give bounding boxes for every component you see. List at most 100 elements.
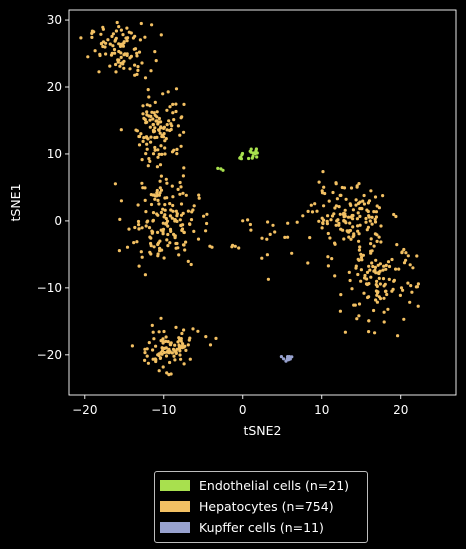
- hepatocytes-point: [166, 224, 170, 228]
- hepatocytes-point: [169, 372, 173, 376]
- hepatocytes-point: [154, 359, 158, 364]
- hepatocytes-point: [409, 284, 413, 288]
- hepatocytes-point: [159, 228, 163, 232]
- y-tick-label: 30: [47, 13, 62, 27]
- hepatocytes-point: [162, 329, 166, 334]
- hepatocytes-point: [159, 144, 163, 148]
- hepatocytes-point: [99, 42, 103, 46]
- hepatocytes-point: [118, 64, 122, 68]
- hepatocytes-point: [343, 208, 347, 212]
- hepatocytes-point: [165, 123, 169, 127]
- hepatocytes-point: [369, 237, 373, 241]
- hepatocytes-point: [159, 316, 163, 320]
- hepatocytes-point: [149, 193, 153, 197]
- hepatocytes-point: [335, 197, 339, 201]
- hepatocytes-point: [143, 118, 147, 122]
- legend: Endothelial cells (n=21) Hepatocytes (n=…: [154, 471, 368, 543]
- hepatocytes-point: [125, 52, 129, 56]
- hepatocytes-point: [283, 235, 287, 239]
- hepatocytes-point: [143, 351, 147, 355]
- hepatocytes-point: [156, 148, 160, 152]
- hepatocytes-point: [152, 337, 156, 341]
- hepatocytes-point: [168, 360, 172, 365]
- hepatocytes-point: [164, 137, 168, 141]
- hepatocytes-point: [377, 235, 381, 239]
- hepatocytes-point: [154, 59, 158, 63]
- hepatocytes-point: [154, 344, 158, 348]
- hepatocytes-point: [357, 302, 362, 306]
- hepatocytes-point: [377, 276, 381, 280]
- hepatocytes-point: [158, 179, 162, 183]
- hepatocytes-point: [140, 255, 144, 259]
- x-axis-label: tSNE2: [243, 423, 281, 438]
- hepatocytes-point: [175, 219, 179, 223]
- hepatocytes-point: [140, 61, 144, 65]
- kupffer-cells-point: [288, 357, 292, 361]
- hepatocytes-point: [155, 165, 159, 169]
- y-tick-label: 10: [47, 147, 62, 161]
- hepatocytes-point: [317, 180, 321, 184]
- points-layer: [79, 20, 420, 377]
- hepatocytes-point: [379, 224, 383, 228]
- hepatocytes-point: [359, 252, 363, 256]
- hepatocytes-point: [151, 117, 155, 121]
- hepatocytes-point: [375, 204, 379, 208]
- hepatocytes-point: [164, 335, 168, 339]
- hepatocytes-point: [375, 293, 379, 297]
- hepatocytes-point: [384, 267, 388, 271]
- hepatocytes-point: [373, 195, 378, 199]
- hepatocytes-point: [365, 270, 370, 274]
- hepatocytes-point: [382, 320, 386, 324]
- hepatocytes-point: [364, 282, 369, 286]
- hepatocytes-point: [152, 245, 156, 249]
- hepatocytes-point: [369, 242, 373, 246]
- hepatocytes-point: [344, 197, 348, 201]
- hepatocytes-point: [189, 218, 194, 222]
- hepatocytes-point: [360, 258, 364, 262]
- hepatocytes-point: [167, 347, 171, 351]
- hepatocytes-point: [373, 268, 377, 272]
- hepatocytes-point: [145, 347, 149, 351]
- hepatocytes-point: [382, 296, 386, 300]
- hepatocytes-point: [168, 105, 172, 109]
- hepatocytes-point: [163, 152, 167, 156]
- hepatocytes-point: [358, 207, 362, 211]
- hepatocytes-point: [117, 58, 121, 62]
- hepatocytes-point: [165, 238, 169, 242]
- y-tick-label: 20: [47, 80, 62, 94]
- hepatocytes-point: [166, 244, 170, 248]
- hepatocytes-point: [141, 104, 145, 108]
- hepatocytes-point: [151, 128, 155, 133]
- hepatocytes-point: [151, 152, 156, 156]
- hepatocytes-point: [170, 184, 174, 188]
- hepatocytes-point: [377, 270, 381, 274]
- hepatocytes-point: [172, 354, 176, 358]
- hepatocytes-point: [174, 325, 178, 329]
- hepatocytes-point: [321, 221, 325, 226]
- hepatocytes-point: [202, 214, 206, 218]
- hepatocytes-point: [339, 293, 343, 297]
- hepatocytes-point: [168, 342, 172, 346]
- hepatocytes-point: [119, 42, 123, 46]
- legend-item-endothelial: Endothelial cells (n=21): [155, 475, 367, 496]
- hepatocytes-point: [132, 241, 136, 245]
- hepatocytes-point: [334, 223, 338, 227]
- hepatocytes-point: [357, 232, 361, 236]
- hepatocytes-point: [176, 187, 180, 191]
- hepatocytes-point: [333, 206, 337, 210]
- hepatocytes-point: [168, 214, 172, 218]
- hepatocytes-point: [308, 236, 312, 240]
- hepatocytes-point: [351, 225, 355, 229]
- hepatocytes-point: [377, 295, 381, 299]
- hepatocytes-point: [192, 229, 196, 233]
- hepatocytes-point: [139, 132, 143, 136]
- endothelial-cells-point: [239, 155, 243, 159]
- hepatocytes-point: [188, 357, 192, 361]
- hepatocytes-point: [182, 230, 186, 234]
- hepatocytes-point: [178, 133, 182, 137]
- kupffer-cells-point: [279, 355, 283, 359]
- hepatocytes-point: [350, 287, 354, 291]
- hepatocytes-point: [149, 252, 153, 256]
- hepatocytes-point: [101, 25, 105, 29]
